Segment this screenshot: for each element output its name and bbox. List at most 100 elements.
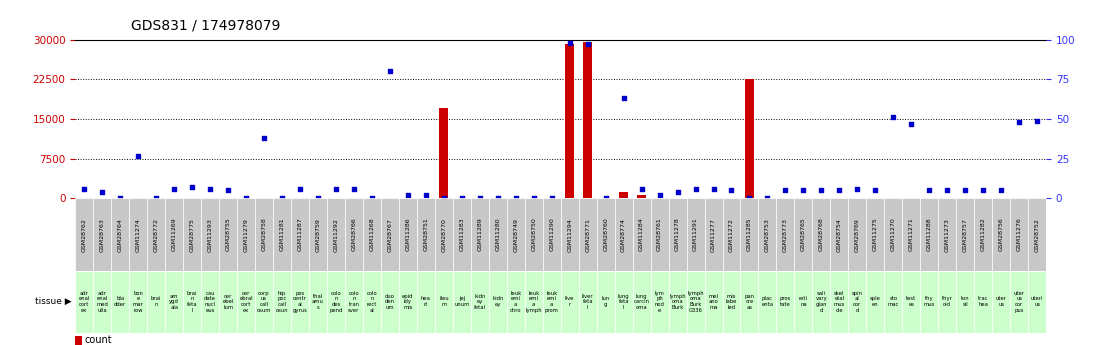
Bar: [309, 198, 327, 271]
Text: liver
feta
l: liver feta l: [582, 294, 593, 310]
Point: [651, 193, 669, 198]
Text: test
es: test es: [907, 296, 917, 307]
Bar: [111, 198, 130, 271]
Point: [453, 196, 470, 201]
Bar: [651, 198, 669, 271]
Text: lung
feta
l: lung feta l: [618, 294, 630, 310]
Bar: [201, 271, 219, 333]
Bar: [619, 192, 628, 198]
Text: GSM28773: GSM28773: [783, 218, 788, 252]
Bar: [165, 271, 183, 333]
Text: GSM28762: GSM28762: [82, 218, 86, 252]
Bar: [597, 198, 614, 271]
Point: [597, 196, 614, 201]
Bar: [399, 271, 417, 333]
Text: thyr
oid: thyr oid: [942, 296, 953, 307]
Bar: [1028, 198, 1046, 271]
Text: GSM28761: GSM28761: [658, 218, 662, 252]
Text: GSM28771: GSM28771: [586, 218, 590, 252]
Point: [381, 69, 399, 74]
Text: pos
centr
al
gyrus: pos centr al gyrus: [292, 291, 308, 313]
Bar: [614, 198, 632, 271]
Bar: [417, 198, 435, 271]
Text: mis
labe
led: mis labe led: [726, 294, 737, 310]
Bar: [489, 271, 507, 333]
Text: lym
ph
nod
e: lym ph nod e: [654, 291, 664, 313]
Text: ton
sil: ton sil: [961, 296, 970, 307]
Text: leuk
emi
a
prom: leuk emi a prom: [545, 291, 559, 313]
Point: [542, 196, 560, 201]
Point: [848, 186, 866, 191]
Text: cau
date
nucl
eus: cau date nucl eus: [204, 291, 216, 313]
Text: GSM11276: GSM11276: [1016, 218, 1022, 252]
Text: GSM28757: GSM28757: [963, 218, 968, 252]
Text: colo
n
des
pend: colo n des pend: [329, 291, 343, 313]
Text: GSM11273: GSM11273: [944, 218, 950, 252]
Text: lung
carcin
oma: lung carcin oma: [633, 294, 650, 310]
Text: sali
vary
glan
d: sali vary glan d: [816, 291, 827, 313]
Point: [669, 189, 686, 195]
Bar: [830, 198, 848, 271]
Bar: [453, 271, 470, 333]
Text: pan
cre
as: pan cre as: [745, 294, 755, 310]
Point: [470, 196, 488, 201]
Text: GSM28750: GSM28750: [531, 218, 536, 252]
Point: [795, 188, 813, 193]
Bar: [795, 271, 813, 333]
Text: GSM11269: GSM11269: [172, 218, 177, 252]
Bar: [848, 271, 867, 333]
Text: GSM11278: GSM11278: [675, 218, 680, 252]
Text: GSM28754: GSM28754: [837, 218, 841, 252]
Bar: [939, 271, 956, 333]
Text: jej
unum: jej unum: [454, 296, 469, 307]
Point: [884, 115, 902, 120]
Bar: [1011, 271, 1028, 333]
Text: GSM28749: GSM28749: [514, 218, 518, 252]
Text: leuk
emi
a
lymph: leuk emi a lymph: [526, 291, 542, 313]
Bar: [470, 271, 489, 333]
Bar: [566, 44, 575, 198]
Text: skel
etal
mus
cle: skel etal mus cle: [834, 291, 845, 313]
Point: [561, 40, 579, 46]
Bar: [813, 198, 830, 271]
Text: kidn
ey
fetal: kidn ey fetal: [474, 294, 486, 310]
Bar: [884, 198, 902, 271]
Text: uter
us
cor
pus: uter us cor pus: [1014, 291, 1025, 313]
Text: sto
mac: sto mac: [888, 296, 899, 307]
Text: GSM11270: GSM11270: [891, 218, 896, 252]
Point: [291, 186, 309, 191]
Text: epid
idy
mis: epid idy mis: [402, 294, 414, 310]
Point: [974, 188, 992, 193]
Point: [956, 188, 974, 193]
Text: corp
us
call
osum: corp us call osum: [257, 291, 271, 313]
Point: [489, 196, 507, 201]
Point: [705, 186, 723, 191]
Text: count: count: [85, 335, 113, 345]
Text: ileu
m: ileu m: [439, 296, 448, 307]
Text: GSM28756: GSM28756: [999, 218, 1004, 252]
Text: GSM28759: GSM28759: [315, 218, 321, 252]
Bar: [75, 271, 93, 333]
Bar: [237, 271, 255, 333]
Bar: [632, 271, 651, 333]
Point: [112, 196, 130, 201]
Text: GSM11284: GSM11284: [639, 218, 644, 252]
Text: GSM28755: GSM28755: [226, 218, 230, 252]
Point: [507, 196, 525, 201]
Text: plac
enta: plac enta: [762, 296, 774, 307]
Bar: [830, 271, 848, 333]
Text: GSM11289: GSM11289: [477, 218, 483, 252]
Point: [93, 189, 111, 195]
Text: GSM11291: GSM11291: [693, 218, 699, 252]
Text: lymph
oma
Burk: lymph oma Burk: [670, 294, 686, 310]
Bar: [686, 271, 704, 333]
Bar: [219, 198, 237, 271]
Text: tissue ▶: tissue ▶: [35, 297, 72, 306]
Point: [777, 188, 795, 193]
Bar: [920, 271, 939, 333]
Point: [147, 196, 165, 201]
Point: [237, 196, 255, 201]
Text: GSM11277: GSM11277: [711, 218, 716, 252]
Text: thal
amu
s: thal amu s: [312, 294, 324, 310]
Text: GSM28753: GSM28753: [765, 218, 770, 252]
